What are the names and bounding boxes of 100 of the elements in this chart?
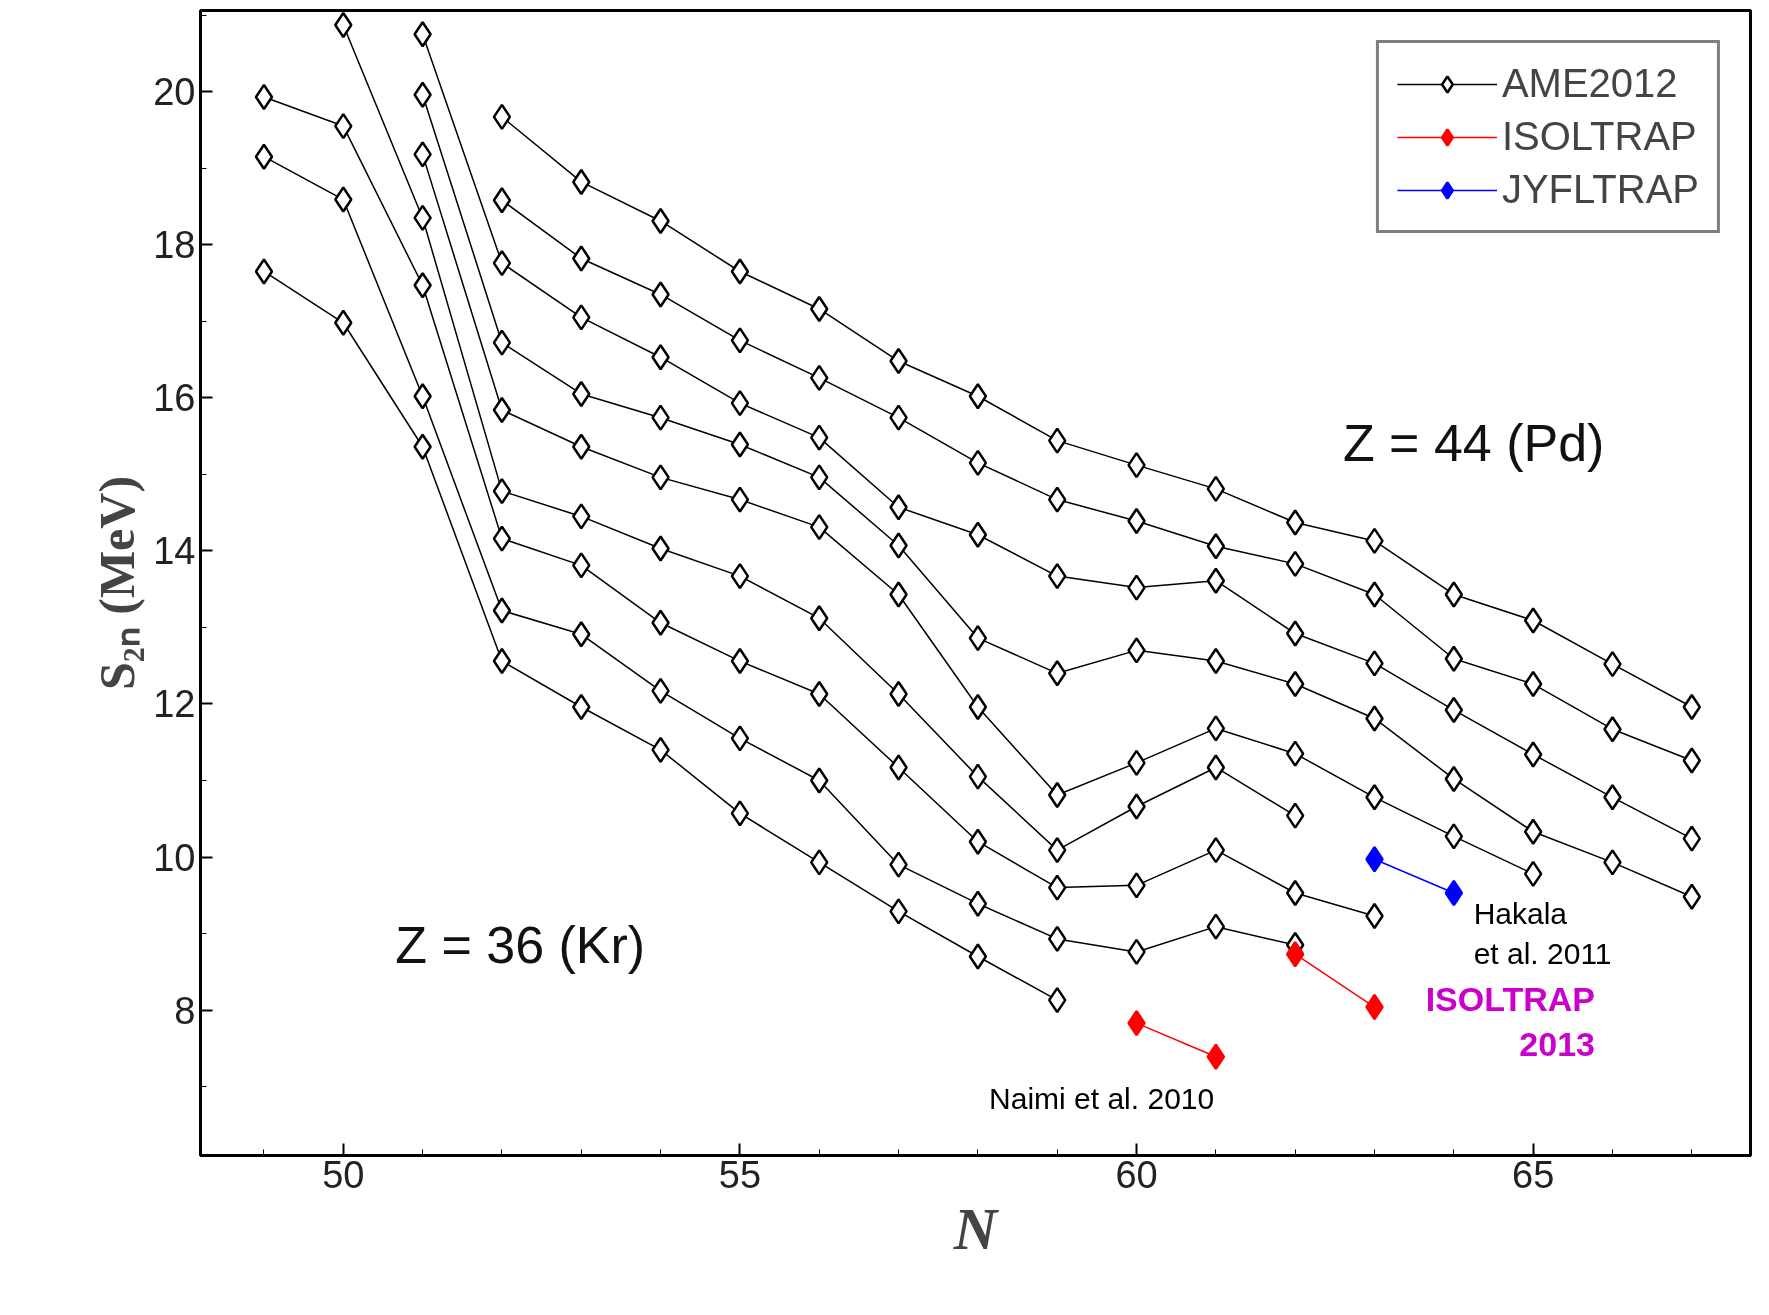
point (809, 513, 829, 541)
point (492, 647, 512, 675)
point (1127, 793, 1146, 820)
point (730, 389, 750, 417)
point (572, 552, 591, 579)
point (1603, 784, 1622, 811)
point (1206, 913, 1226, 940)
point (1523, 860, 1543, 888)
point (968, 943, 988, 970)
point (889, 532, 908, 559)
point (492, 525, 512, 552)
point (492, 597, 512, 624)
legend-label: JYFLTRAP (1501, 167, 1699, 212)
point (1127, 872, 1146, 899)
point (1523, 818, 1543, 845)
legend-label: AME2012 (1501, 61, 1678, 106)
point (968, 693, 988, 721)
point (492, 249, 512, 277)
point (1206, 475, 1226, 503)
point (651, 404, 670, 431)
point (651, 281, 670, 308)
point (809, 849, 829, 876)
point (1285, 940, 1305, 968)
point (730, 725, 750, 752)
point (572, 304, 591, 331)
point (730, 327, 750, 354)
point (809, 424, 829, 451)
point (1523, 607, 1543, 634)
point (889, 754, 908, 781)
point (730, 562, 750, 590)
point (968, 828, 988, 855)
point (1523, 741, 1543, 768)
point (1047, 660, 1067, 687)
annotation: Hakala et al. 2011 (1473, 897, 1612, 970)
point (1206, 754, 1226, 781)
point (809, 604, 829, 632)
point (492, 187, 512, 214)
point (1127, 574, 1146, 601)
point (413, 141, 432, 168)
point (968, 383, 988, 410)
point (1365, 705, 1384, 732)
legend-label: ISOLTRAP (1501, 114, 1697, 159)
y-tick-label: 20 (153, 71, 196, 114)
y-tick-label: 16 (153, 377, 196, 420)
point (1206, 1043, 1226, 1071)
x-axis-title: N (952, 1195, 1000, 1262)
annotation: Z = 36 (Kr) (395, 916, 646, 975)
point (1444, 581, 1464, 608)
point (809, 767, 829, 794)
point (889, 851, 908, 878)
point (492, 396, 512, 424)
point (1444, 765, 1464, 793)
point (1206, 715, 1226, 742)
point (1365, 784, 1384, 811)
annotation: ISOLTRAP 2013 (1425, 979, 1596, 1064)
point (1444, 645, 1464, 673)
point (1444, 696, 1464, 724)
point (1523, 670, 1543, 698)
point (492, 477, 512, 505)
point (1285, 509, 1305, 536)
point (1047, 836, 1067, 864)
point (492, 103, 512, 131)
point (1206, 567, 1226, 594)
point (1127, 637, 1146, 664)
point (572, 621, 591, 648)
point (1682, 693, 1702, 721)
point (1206, 647, 1226, 675)
point (889, 581, 908, 608)
point (572, 245, 591, 272)
point (889, 898, 908, 925)
point (1682, 825, 1702, 852)
point (492, 329, 512, 356)
point (572, 503, 591, 530)
point (1285, 670, 1305, 698)
x-tick-label: 60 (1115, 1153, 1158, 1196)
point (730, 647, 750, 675)
point (1365, 650, 1384, 677)
point (1285, 879, 1305, 907)
point (1047, 986, 1067, 1014)
point (1285, 550, 1305, 578)
point (413, 272, 432, 299)
point (413, 81, 432, 108)
y-tick-label: 18 (153, 224, 196, 267)
point (1047, 925, 1067, 953)
point (1206, 836, 1226, 864)
point (1285, 740, 1305, 767)
y-tick-label: 10 (153, 836, 196, 879)
point (968, 624, 988, 652)
y-tick-label: 14 (153, 530, 196, 573)
point (730, 486, 750, 513)
point (1365, 581, 1384, 608)
point (1047, 562, 1067, 590)
point (413, 383, 432, 410)
point (1285, 620, 1305, 647)
point (809, 464, 829, 491)
point (254, 143, 274, 170)
annotation: Z = 44 (Pd) (1342, 413, 1605, 472)
point (809, 364, 829, 392)
point (968, 890, 988, 917)
point (730, 258, 750, 285)
